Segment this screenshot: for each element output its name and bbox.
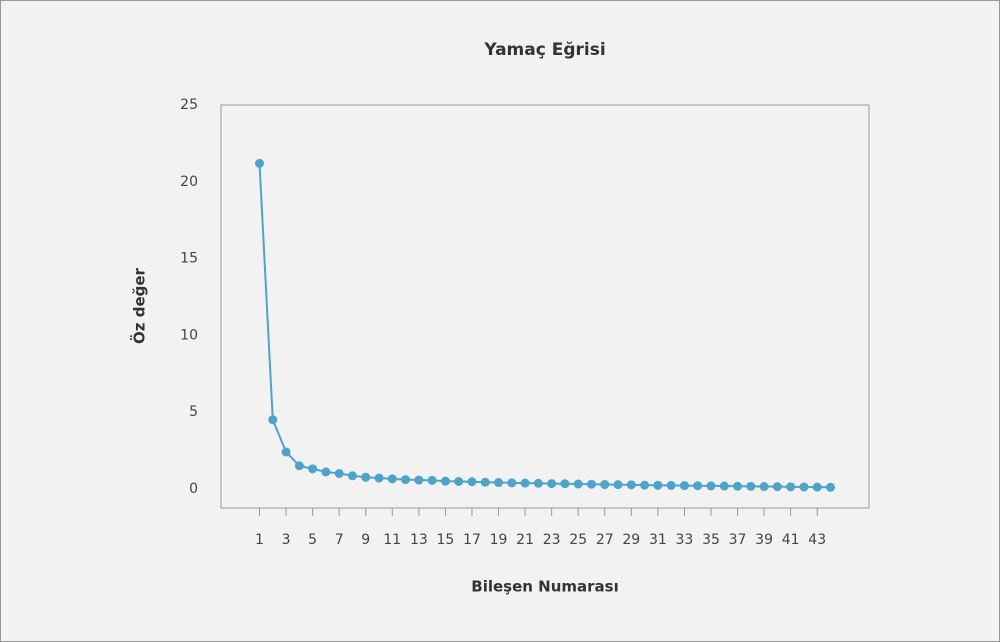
plot-frame [220,104,870,509]
y-tick-label: 25 [180,97,198,113]
point [334,468,344,478]
point [374,473,384,483]
point [361,472,371,482]
point [825,482,835,492]
x-tick-label: 1 [255,532,264,548]
point [427,475,437,485]
x-tick-label: 29 [622,532,640,548]
point [480,477,490,487]
x-tick-label: 15 [436,532,454,548]
x-tick-label: 25 [569,532,587,548]
point [693,481,703,491]
y-tick-label: 20 [180,174,198,190]
x-tick-label: 11 [383,532,401,548]
point [533,478,543,488]
y-tick-label: 0 [189,481,198,497]
point [613,480,623,490]
point [255,158,265,168]
y-tick-label: 5 [189,404,198,420]
x-tick-label: 39 [755,532,773,548]
chart-title: Yamaç Eğrisi [483,40,605,60]
x-tick-label: 3 [282,532,291,548]
point [268,415,278,425]
x-tick-label: 41 [782,532,800,548]
x-tick-label: 13 [410,532,428,548]
point [759,482,769,492]
point [414,475,424,485]
point [347,471,357,481]
y-axis-title: Öz değer [130,267,149,344]
point [653,480,663,490]
point [507,478,517,488]
y-tick-label: 15 [180,251,198,267]
x-tick-label: 33 [676,532,694,548]
point [281,447,291,457]
x-tick-label: 9 [361,532,370,548]
point [401,475,411,485]
point [626,480,636,490]
point [812,482,822,492]
point [321,467,331,477]
x-tick-label: 37 [729,532,747,548]
x-tick-label: 35 [702,532,720,548]
x-tick-label: 17 [463,532,481,548]
x-tick-label: 5 [308,532,317,548]
point [454,476,464,486]
point [440,476,450,486]
point [733,481,743,491]
point [520,478,530,488]
x-tick-label: 43 [808,532,826,548]
point [494,478,504,488]
x-axis-title: Bileşen Numarası [471,578,618,596]
point [573,479,583,489]
point [560,479,570,489]
y-tick-label: 10 [180,327,198,343]
x-tick-label: 23 [543,532,561,548]
point [586,479,596,489]
x-tick-label: 31 [649,532,667,548]
point [719,481,729,491]
point [640,480,650,490]
x-tick-label: 7 [335,532,344,548]
point [799,482,809,492]
x-tick-label: 27 [596,532,614,548]
point [467,477,477,487]
x-tick-label: 19 [490,532,508,548]
point [547,479,557,489]
point [786,482,796,492]
x-tick-label: 21 [516,532,534,548]
point [666,480,676,490]
point [294,461,304,471]
point [600,480,610,490]
point [387,474,397,484]
point [679,481,689,491]
point [746,481,756,491]
point [772,482,782,492]
point [308,464,318,474]
point [706,481,716,491]
